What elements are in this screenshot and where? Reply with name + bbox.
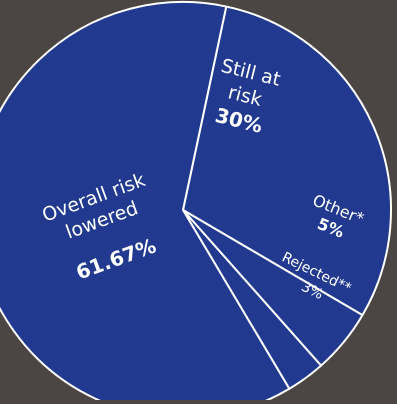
pie-slice-still-at-risk	[182, 5, 392, 317]
pie-slice-overall-risk-lowered	[0, 1, 291, 404]
